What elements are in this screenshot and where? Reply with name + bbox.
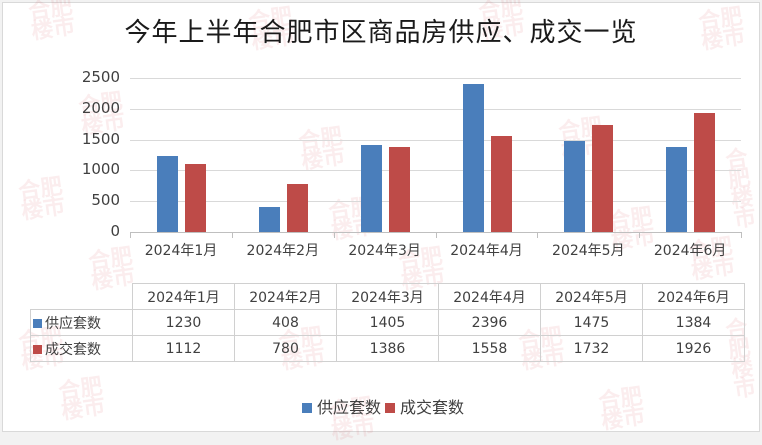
y-tick-label: 2500 — [81, 68, 120, 86]
y-tick-label: 1500 — [81, 129, 120, 148]
table-cell: 1732 — [540, 335, 643, 362]
table-row-label: 供应套数 — [30, 309, 133, 336]
x-tick-mark — [435, 232, 437, 238]
bar-supply — [564, 141, 586, 232]
table-header-cell: 2024年2月 — [234, 283, 337, 310]
row-label-text: 供应套数 — [45, 315, 101, 332]
table-header-cell: 2024年6月 — [642, 283, 745, 310]
supply-legend-swatch-icon — [301, 403, 312, 413]
table-row-label: 成交套数 — [30, 335, 133, 362]
gridline — [130, 139, 741, 141]
gridline — [130, 201, 741, 203]
table-header-cell: 2024年4月 — [438, 283, 541, 310]
x-tick-label: 2024年3月 — [348, 243, 421, 259]
bar-deal — [286, 183, 308, 232]
table-header-cell: 2024年3月 — [336, 283, 439, 310]
legend-label-deal: 成交套数 — [400, 398, 465, 417]
table-cell: 1405 — [336, 309, 439, 336]
bar-supply — [360, 145, 382, 232]
table-header-cell: 2024年1月 — [132, 283, 235, 310]
x-tick-mark — [231, 232, 233, 238]
table-cell: 2396 — [438, 309, 541, 336]
x-tick-label: 2024年6月 — [653, 243, 727, 259]
supply-legend-key-icon — [33, 318, 42, 328]
table-cell: 1112 — [132, 335, 235, 362]
x-tick-label: 2024年4月 — [450, 243, 523, 259]
table-row-deal: 成交套数 1112 780 1386 1558 1732 1926 — [30, 335, 745, 362]
x-tick-mark — [130, 232, 131, 238]
table-cell: 1558 — [438, 335, 541, 362]
row-label-text: 成交套数 — [45, 341, 101, 358]
y-tick-label: 0 — [110, 222, 120, 240]
table-cell: 1386 — [336, 335, 439, 362]
bar-deal — [185, 163, 206, 232]
table-row-supply: 供应套数 1230 408 1405 2396 1475 1384 — [30, 309, 745, 336]
y-tick-label: 1000 — [81, 160, 120, 179]
table-cell: 408 — [234, 309, 337, 336]
table-cell: 1384 — [642, 309, 745, 336]
table-header-row: 2024年1月 2024年2月 2024年3月 2024年4月 2024年5月 … — [30, 283, 745, 310]
bar-supply — [258, 206, 280, 232]
gridline — [130, 78, 741, 79]
legend: 供应套数 成交套数 — [0, 394, 762, 418]
plot-area — [130, 78, 741, 232]
bar-deal — [694, 113, 716, 232]
bar-supply — [666, 146, 688, 232]
x-tick-label: 2024年2月 — [246, 243, 320, 259]
table-corner — [30, 283, 133, 310]
gridline — [130, 170, 741, 172]
deal-legend-swatch-icon — [385, 403, 395, 413]
bar-deal — [592, 125, 614, 232]
x-tick-mark — [639, 232, 641, 238]
bar-deal — [490, 136, 512, 232]
deal-legend-key-icon — [33, 344, 42, 354]
x-tick-mark — [537, 232, 539, 238]
data-table: 2024年1月 2024年2月 2024年3月 2024年4月 2024年5月 … — [30, 283, 745, 362]
x-tick-label: 2024年1月 — [144, 243, 218, 259]
bar-deal — [388, 146, 410, 232]
table-cell: 1230 — [132, 309, 235, 336]
table-cell: 780 — [234, 335, 337, 362]
y-tick-label: 500 — [91, 191, 120, 210]
chart-title: 今年上半年合肥市区商品房供应、成交一览 — [124, 18, 638, 48]
x-tick-mark — [333, 232, 335, 238]
x-tick-label: 2024年5月 — [552, 243, 625, 259]
table-cell: 1475 — [540, 309, 643, 336]
legend-label-supply: 供应套数 — [316, 398, 381, 417]
gridline — [130, 108, 741, 110]
x-tick-mark — [741, 232, 742, 238]
y-tick-label: 2000 — [81, 98, 120, 117]
table-header-cell: 2024年5月 — [540, 283, 643, 310]
bar-supply — [462, 84, 484, 232]
table-cell: 1926 — [642, 335, 745, 362]
bar-supply — [157, 156, 178, 232]
